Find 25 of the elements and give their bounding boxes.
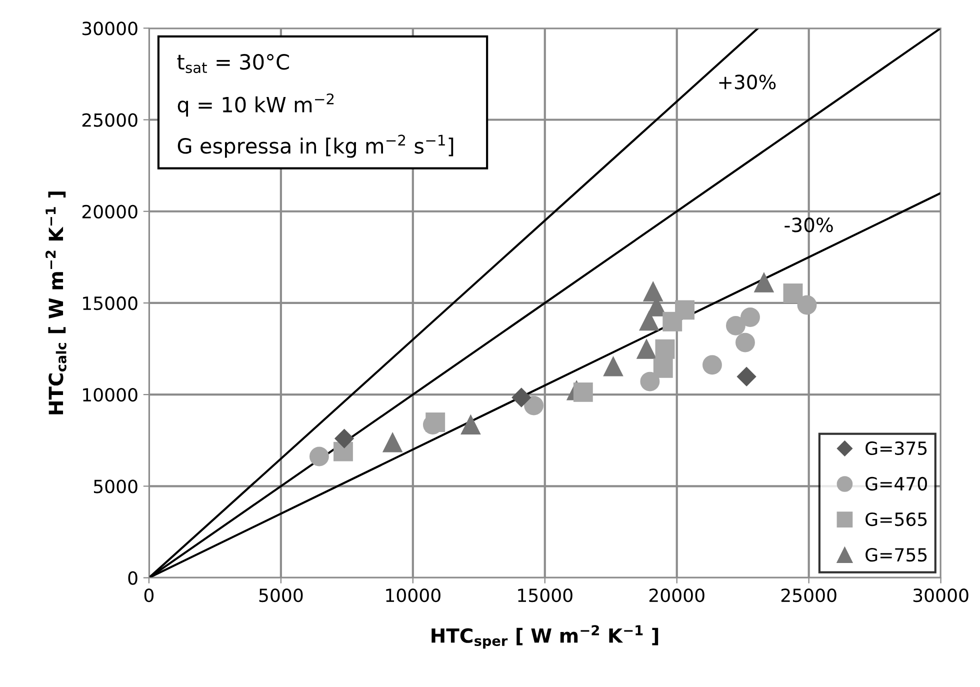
annotation: -30% bbox=[784, 218, 833, 232]
y-tick-label: 10000 bbox=[83, 388, 138, 402]
x-tick-label: 15000 bbox=[518, 588, 572, 602]
x-tick-label: 5000 bbox=[259, 588, 303, 602]
y-tick-label: 0 bbox=[128, 571, 138, 585]
y-tick-label: 5000 bbox=[94, 480, 138, 494]
annotation: t$_{sat}$ = 30°C bbox=[177, 54, 289, 74]
x-tick-label: 20000 bbox=[649, 588, 704, 602]
x-tick-label: 0 bbox=[144, 588, 154, 602]
y-tick-label: 30000 bbox=[82, 22, 138, 36]
x-tick-label: 25000 bbox=[781, 588, 836, 602]
legend-label: G=470 bbox=[866, 476, 927, 491]
x-tick-label: 30000 bbox=[913, 588, 968, 602]
annotation: q = 10 kW m$^{−2}$ bbox=[178, 93, 334, 117]
y-tick-label: 15000 bbox=[83, 296, 138, 310]
legend-label: G=565 bbox=[866, 512, 927, 526]
legend-label: G=375 bbox=[866, 441, 927, 456]
y-tick-label: 25000 bbox=[82, 113, 138, 127]
x-axis-title: HTC$_{sper}$ [ W m$^{−2}$ K$^{−1}$ ] bbox=[432, 625, 658, 649]
y-tick-label: 20000 bbox=[82, 204, 138, 218]
annotation: +30% bbox=[719, 74, 776, 90]
annotation: G espressa in [kg m$^{−2}$ s$^{−1}$] bbox=[178, 134, 454, 158]
x-tick-label: 10000 bbox=[386, 588, 440, 602]
legend-label: G=755 bbox=[866, 548, 927, 562]
y-axis-title: HTC$_{calc}$ [ W m$^{−2}$ K$^{−1}$ ] bbox=[45, 192, 66, 414]
